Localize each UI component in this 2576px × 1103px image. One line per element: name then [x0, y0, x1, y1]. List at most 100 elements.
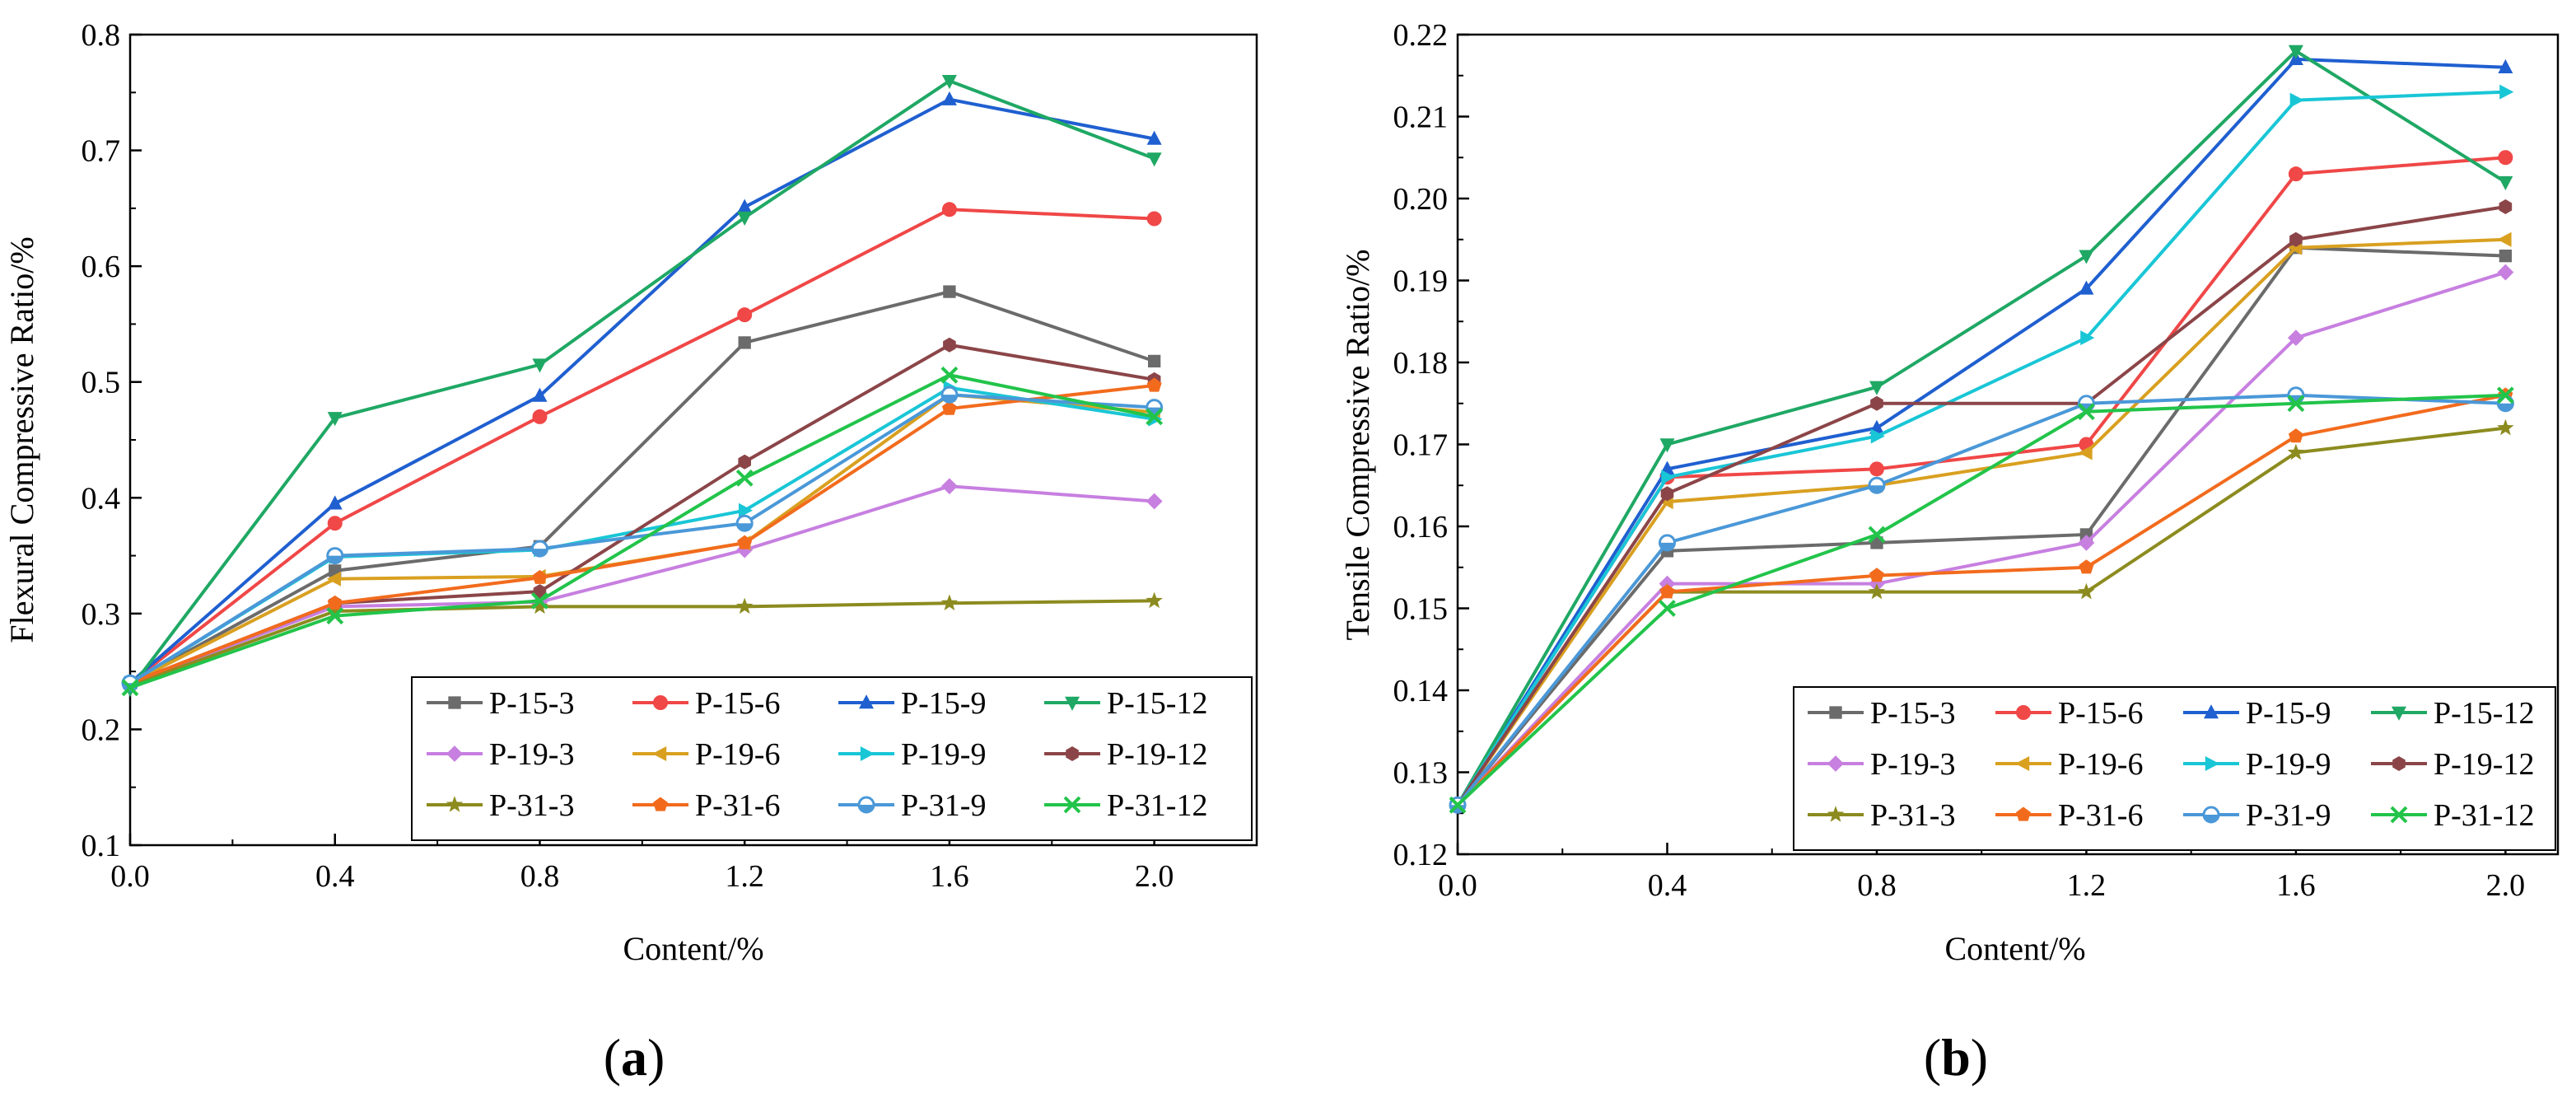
legend-item-p-31-3: P-31-3: [427, 788, 574, 823]
legend-label: P-31-3: [1870, 798, 1955, 833]
y-tick-label: 0.13: [1393, 756, 1449, 791]
legend-item-p-15-3: P-15-3: [427, 686, 574, 721]
data-point-p-15-12: [2498, 175, 2513, 190]
series-line-p-19-3: [129, 484, 1155, 685]
legend-marker-p-19-3: [446, 745, 463, 762]
data-point-p-31-9: [940, 386, 959, 404]
legend-marker-p-31-6: [653, 797, 668, 811]
data-point-p-15-6: [327, 516, 343, 531]
data-point-p-15-3: [1147, 354, 1161, 368]
series-line-p-15-6: [128, 208, 1155, 685]
legend-label: P-15-9: [901, 686, 986, 721]
data-point-p-19-9: [1661, 470, 1676, 485]
legend-marker-p-19-9: [860, 746, 875, 761]
y-tick-label: 0.3: [82, 597, 121, 632]
data-point-p-15-6: [1869, 461, 1884, 477]
legend-item-p-31-9: P-31-9: [838, 788, 986, 823]
legend-marker-p-19-6: [2015, 756, 2030, 771]
data-point-p-31-3: [1868, 582, 1886, 600]
data-point-p-19-12: [533, 584, 547, 600]
data-point-p-15-12: [532, 358, 548, 373]
legend-marker-p-19-6: [652, 746, 667, 761]
series-line-p-15-9: [1456, 57, 2506, 806]
data-point-p-31-12: [1868, 526, 1886, 544]
data-point-p-31-12: [1449, 796, 1467, 814]
data-point-p-15-6: [532, 409, 548, 424]
legend-label: P-15-3: [1870, 696, 1955, 731]
legend-item-p-15-12: P-15-12: [2371, 696, 2534, 731]
x-tick-label: 0.4: [315, 859, 355, 894]
legend-marker-p-31-12: [2390, 806, 2408, 824]
data-point-p-15-12: [1146, 152, 1162, 167]
legend-item-p-15-9: P-15-9: [838, 686, 986, 721]
legend-marker-p-19-12: [2392, 756, 2406, 771]
series-line-p-15-3: [129, 289, 1155, 685]
data-point-p-15-12: [2288, 44, 2303, 59]
data-point-p-31-6: [327, 595, 343, 610]
x-axis-title: Content/%: [1944, 930, 2085, 967]
data-point-p-31-12: [735, 469, 754, 487]
legend-item-p-15-6: P-15-6: [632, 686, 780, 721]
data-point-p-31-9: [735, 514, 754, 532]
legend-item-p-19-6: P-19-6: [632, 737, 780, 772]
y-axis-title: Tensile Compressive Ratio/%: [1339, 250, 1376, 641]
data-point-p-19-9: [1870, 428, 1885, 444]
data-point-p-31-12: [2078, 403, 2095, 421]
legend-marker-p-31-6: [2016, 806, 2031, 821]
data-point-p-31-9: [1658, 534, 1676, 552]
y-tick-label: 0.4: [82, 481, 121, 516]
legend-label: P-31-9: [2246, 798, 2331, 833]
series-line-p-31-6: [129, 383, 1155, 685]
data-point-p-19-12: [2289, 231, 2303, 247]
chart-panel-a: 0.0 0.4 0.8 1.2 1.6 2.0 0.1 0.2 0.3 0.4 0.5 0.6 0.7 0…: [3, 18, 1258, 1087]
legend-marker-p-31-9: [2202, 806, 2220, 824]
series-line-p-19-12: [1456, 204, 2506, 806]
data-point-p-31-6: [2288, 428, 2303, 443]
x-tick-label: 1.6: [2276, 868, 2316, 903]
legend-label: P-15-6: [695, 686, 780, 721]
data-point-p-19-3: [2288, 329, 2304, 347]
data-point-p-31-6: [737, 535, 753, 549]
series-p-31-6: [123, 377, 1162, 689]
legend-marker-p-15-3: [448, 696, 461, 709]
data-point-p-15-6: [2288, 166, 2303, 182]
legend-item-p-31-12: P-31-12: [1044, 788, 1207, 823]
data-point-p-15-12: [2079, 250, 2094, 264]
series-line-p-31-3: [129, 599, 1155, 687]
chart-panel-b: 0.0 0.4 0.8 1.2 1.6 2.0 0.12 0.13 0.14 0.15 0.16 0.…: [1339, 18, 2560, 1087]
y-tick-label: 0.19: [1393, 264, 1449, 299]
legend-frame: [411, 676, 1253, 841]
data-point-p-19-12: [1870, 395, 1883, 411]
data-point-p-31-12: [1146, 408, 1164, 426]
data-point-p-31-3: [2497, 418, 2514, 436]
y-tick-label: 0.22: [1393, 18, 1449, 53]
y-tick-label: 0.20: [1393, 182, 1449, 217]
x-tick-label: 0.8: [1857, 868, 1897, 903]
data-point-p-15-9: [532, 387, 548, 402]
legend-item-p-15-6: P-15-6: [1995, 696, 2143, 731]
y-tick-label: 0.14: [1393, 674, 1449, 708]
legend-label: P-19-3: [489, 737, 574, 772]
data-point-p-31-12: [2287, 395, 2305, 413]
data-point-p-31-3: [940, 594, 959, 610]
data-point-p-15-6: [737, 307, 753, 323]
x-tick-label: 0.0: [110, 859, 150, 894]
legend-label: P-15-6: [2058, 696, 2143, 731]
y-tick-label: 0.15: [1393, 592, 1449, 627]
series-p-19-12: [124, 337, 1161, 691]
x-tick-label: 0.0: [1438, 868, 1477, 903]
legend-marker-p-19-12: [1066, 746, 1079, 761]
series-line-p-15-9: [128, 97, 1155, 685]
legend-label: P-15-9: [2246, 696, 2331, 731]
data-point-p-31-12: [2496, 386, 2514, 404]
x-tick-label: 0.8: [520, 859, 560, 894]
legend-label: P-19-3: [1870, 747, 1955, 782]
legend-label: P-19-12: [1107, 737, 1207, 772]
data-point-p-15-9: [941, 91, 957, 105]
series-p-31-12: [1449, 386, 2514, 814]
legend-label: P-19-12: [2434, 747, 2534, 782]
legend-label: P-31-12: [1107, 788, 1207, 823]
legend-label: P-15-12: [1107, 686, 1207, 721]
legend-marker-p-19-3: [1827, 755, 1844, 772]
